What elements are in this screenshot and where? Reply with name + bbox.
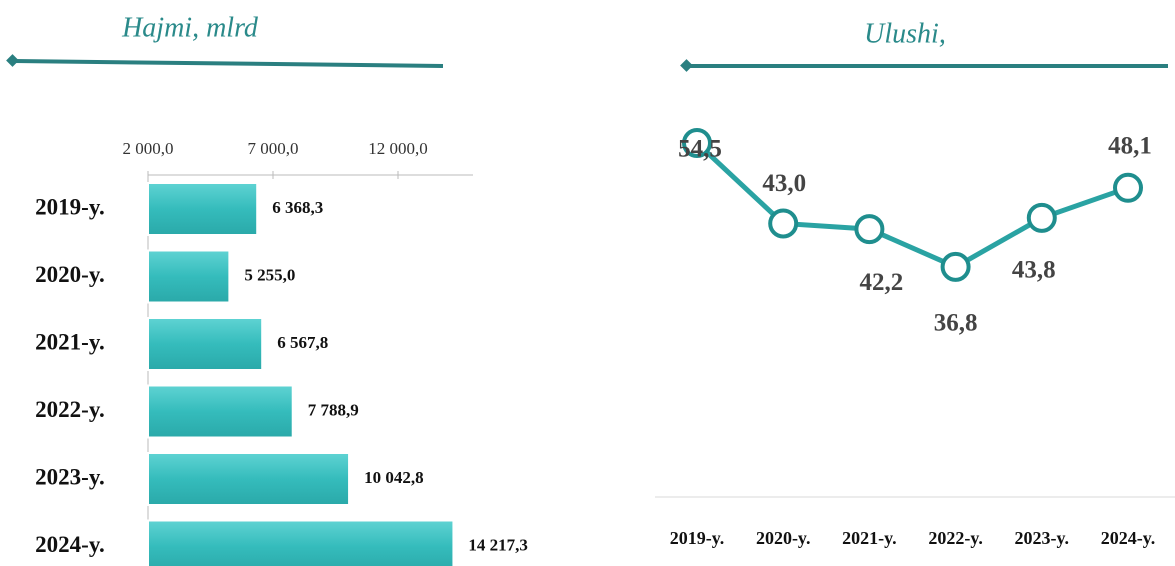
category-label: 2021-y. [842,528,897,548]
x-tick-label: 2 000,0 [123,139,174,158]
x-tick-label: 12 000,0 [368,139,428,158]
category-label: 2020-y. [35,262,105,287]
category-label: 2022-y. [928,528,983,548]
value-label: 43,0 [762,170,806,197]
bar [147,182,259,236]
value-label: 7 788,9 [308,400,359,419]
value-label: 43,8 [1012,257,1056,284]
bar [147,384,294,439]
category-label: 2023-y. [1015,528,1070,548]
category-label: 2024-y. [1101,528,1156,548]
value-label: 6 368,3 [272,198,323,217]
value-label: 6 567,8 [277,333,328,352]
x-tick-label: 7 000,0 [248,139,299,158]
category-label: 2020-y. [756,528,811,548]
title-rule [13,59,444,68]
point [1026,202,1057,233]
value-label: 48,1 [1108,133,1152,160]
category-label: 2019-y. [35,194,105,219]
bar [147,317,264,371]
value-label: 36,8 [934,310,978,337]
category-label: 2023-y. [35,464,105,489]
point [768,208,799,239]
point [1113,172,1143,203]
bar [147,249,231,304]
rule-diamond [680,59,693,72]
category-label: 2021-y. [35,329,105,354]
point [854,214,885,245]
left-title: Hajmi, mlrd [121,12,259,43]
category-label: 2019-y. [670,528,725,548]
value-label: 5 255,0 [244,265,295,284]
category-label: 2022-y. [35,397,105,422]
value-label: 14 217,3 [468,535,528,554]
bar [147,519,455,566]
point [682,128,712,158]
rule-diamond [6,54,19,67]
bar [147,452,351,506]
value-label: 42,2 [860,269,904,296]
value-label: 54,5 [678,136,722,163]
right-title: Ulushi, [864,18,946,49]
value-label: 10 042,8 [364,468,424,487]
point [940,251,971,282]
category-label: 2024-y. [35,532,105,557]
line [695,141,1129,270]
